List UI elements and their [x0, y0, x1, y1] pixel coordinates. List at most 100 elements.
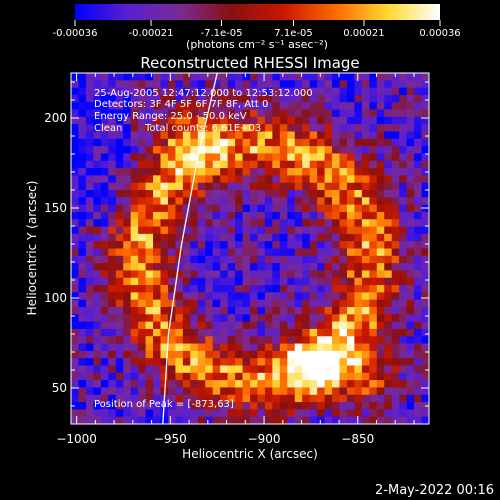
- heatmap-cell: [115, 350, 124, 359]
- heatmap-cell: [197, 219, 206, 228]
- heatmap-cell: [264, 292, 273, 301]
- heatmap-cell: [123, 365, 132, 374]
- heatmap-cell: [235, 409, 244, 418]
- heatmap-cell: [250, 233, 259, 242]
- heatmap-cell: [182, 372, 191, 381]
- heatmap-cell: [85, 416, 94, 424]
- heatmap-cell: [190, 321, 199, 330]
- heatmap-cell: [115, 175, 124, 184]
- heatmap-cell: [190, 394, 199, 403]
- heatmap-cell: [205, 277, 214, 286]
- heatmap-cell: [71, 204, 80, 213]
- heatmap-cell: [160, 314, 169, 323]
- heatmap-cell: [115, 394, 124, 403]
- heatmap-cell: [309, 197, 318, 206]
- heatmap-cell: [361, 343, 370, 352]
- heatmap-cell: [182, 387, 191, 396]
- heatmap-cell: [108, 204, 117, 213]
- heatmap-cell: [339, 190, 348, 198]
- heatmap-cell: [264, 394, 273, 403]
- heatmap-cell: [399, 255, 408, 264]
- heatmap-cell: [123, 204, 132, 213]
- heatmap-cell: [205, 314, 214, 323]
- heatmap-cell: [332, 233, 341, 242]
- heatmap-cell: [309, 124, 318, 133]
- heatmap-cell: [376, 241, 385, 250]
- heatmap-cell: [317, 233, 326, 242]
- heatmap-cell: [100, 211, 109, 220]
- heatmap-cell: [391, 124, 400, 133]
- heatmap-cell: [257, 394, 266, 403]
- heatmap-cell: [182, 190, 191, 198]
- heatmap-cell: [242, 73, 251, 81]
- annotation-peak: Position of Peak = [-873,63]: [94, 399, 234, 410]
- heatmap-cell: [294, 292, 303, 301]
- heatmap-cell: [302, 102, 311, 111]
- heatmap-cell: [317, 402, 326, 410]
- heatmap-cell: [227, 197, 236, 206]
- heatmap-cell: [145, 350, 154, 359]
- heatmap-cell: [190, 343, 199, 352]
- heatmap-cell: [182, 87, 191, 96]
- heatmap-cell: [354, 402, 363, 410]
- heatmap-cell: [421, 358, 429, 367]
- heatmap-cell: [406, 204, 415, 213]
- heatmap-cell: [346, 233, 356, 242]
- heatmap-cell: [153, 365, 162, 374]
- heatmap-cell: [361, 168, 370, 176]
- heatmap-cell: [235, 124, 244, 133]
- heatmap-cell: [369, 394, 378, 403]
- heatmap-cell: [279, 358, 288, 367]
- heatmap-cell: [406, 277, 415, 286]
- heatmap-cell: [167, 321, 177, 330]
- heatmap-cell: [376, 328, 385, 337]
- heatmap-cell: [167, 343, 177, 352]
- heatmap-cell: [250, 226, 259, 235]
- heatmap-cell: [123, 299, 132, 308]
- heatmap-cell: [421, 73, 429, 81]
- footer-date: 2-May-2022 00:16: [375, 483, 494, 498]
- heatmap-cell: [138, 299, 147, 308]
- heatmap-cell: [145, 263, 154, 272]
- heatmap-cell: [302, 160, 311, 169]
- heatmap-cell: [153, 387, 162, 396]
- heatmap-cell: [406, 292, 415, 301]
- heatmap-cell: [346, 292, 356, 301]
- heatmap-cell: [71, 124, 80, 133]
- heatmap-cell: [115, 263, 124, 272]
- heatmap-cell: [220, 387, 229, 396]
- heatmap-cell: [354, 350, 363, 359]
- heatmap-cell: [85, 263, 94, 272]
- heatmap-cell: [264, 219, 273, 228]
- heatmap-cell: [250, 307, 259, 315]
- heatmap-cell: [153, 153, 162, 162]
- heatmap-cell: [287, 160, 296, 169]
- heatmap-cell: [414, 328, 423, 337]
- heatmap-cell: [100, 263, 109, 272]
- heatmap-cell: [332, 416, 341, 424]
- heatmap-cell: [197, 211, 206, 220]
- heatmap-cell: [339, 146, 348, 155]
- heatmap-cell: [160, 168, 169, 176]
- heatmap-cell: [167, 190, 177, 198]
- heatmap-cell: [317, 219, 326, 228]
- heatmap-cell: [71, 277, 80, 286]
- heatmap-cell: [309, 160, 318, 169]
- heatmap-cell: [123, 336, 132, 345]
- heatmap-cell: [182, 109, 191, 118]
- heatmap-cell: [414, 307, 423, 315]
- heatmap-cell: [287, 358, 296, 367]
- heatmap-cell: [190, 350, 199, 359]
- heatmap-cell: [190, 146, 199, 155]
- heatmap-cell: [205, 168, 214, 176]
- heatmap-cell: [205, 248, 214, 257]
- heatmap-cell: [391, 219, 400, 228]
- heatmap-cell: [332, 182, 341, 191]
- heatmap-cell: [160, 270, 169, 279]
- heatmap-cell: [399, 124, 408, 133]
- heatmap-cell: [361, 321, 370, 330]
- heatmap-cell: [287, 336, 296, 345]
- heatmap-cell: [123, 263, 132, 272]
- heatmap-cell: [302, 197, 311, 206]
- heatmap-cell: [227, 94, 236, 103]
